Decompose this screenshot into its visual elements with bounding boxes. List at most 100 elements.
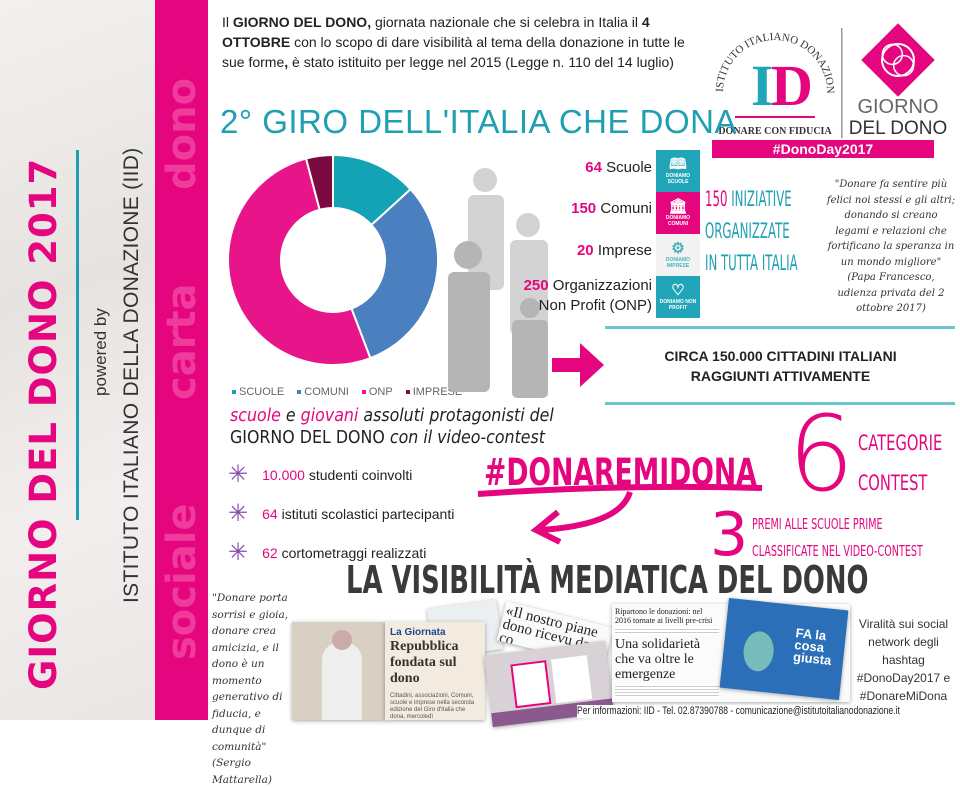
bullet-number: 10.000	[262, 467, 305, 483]
intro-text: Il GIORNO DEL DONO, giornata nazionale c…	[222, 12, 700, 72]
pope-quote: "Donare fa sentire più felici noi stessi…	[826, 177, 956, 317]
bullet-item: ✳ 62 cortometraggi realizzati	[228, 539, 426, 566]
bullet-number: 64	[262, 506, 278, 522]
gears-icon: ⚙	[671, 240, 685, 257]
curved-arrow-icon	[477, 484, 763, 545]
categories-line: CONTEST	[858, 471, 928, 495]
asterisk-icon: ✳	[228, 539, 249, 566]
legend-label: COMUNI	[304, 386, 349, 398]
clip-head: Ripartono le donazioni: nel 2016 tornate…	[615, 607, 713, 625]
social-virality-text: Viralità sui social network degli hashta…	[856, 617, 951, 703]
initiatives-line: IN TUTTA ITALIA	[705, 251, 798, 275]
iid-logo: ISTITUTO ITALIANO DONAZIONE I D DONARE C…	[702, 1, 947, 158]
logo-giorno: GIORNO	[857, 96, 938, 118]
sub-word: assoluti protagonisti del	[358, 405, 554, 426]
event-title-vertical: GIORNO DEL DONO 2017	[22, 157, 65, 690]
tile-label: DONIAMO COMUNI	[665, 215, 691, 227]
asterisk-icon: ✳	[228, 500, 249, 527]
sub-word: e	[280, 405, 301, 426]
stat-label: Organizzazioni	[552, 277, 652, 294]
president-quote: "Donare porta sorrisi e gioia, donare cr…	[212, 590, 290, 788]
logo-monogram-d: D	[771, 53, 813, 118]
sub-word: scuole	[230, 405, 281, 426]
quote-text: "Donare fa sentire più felici noi stessi…	[826, 179, 956, 268]
donut-slice-onp	[227, 157, 372, 366]
contest-subtitle: scuole e giovani assoluti protagonisti d…	[230, 405, 554, 449]
quote-author: (Papa Francesco, udienza privata del 2 o…	[837, 272, 945, 314]
chart-legend: SCUOLE COMUNI ONP IMPRESE	[232, 386, 462, 398]
clip-title: FA la cosa giusta	[792, 625, 833, 668]
categories-line: CATEGORIE	[858, 431, 943, 455]
contact-footer: Per informazioni: IID - Tel. 02.87390788…	[577, 705, 900, 718]
legend-item: ONP	[361, 386, 393, 398]
stat-imprese: 20 Imprese	[577, 241, 652, 261]
logo-block: ISTITUTO ITALIANO DONAZIONE I D DONARE C…	[702, 1, 950, 158]
background-word: dono	[159, 77, 205, 190]
legend-label: ONP	[368, 386, 393, 398]
legend-item: COMUNI	[297, 386, 349, 398]
tile-organizzazioni: ♡ DONIAMO NON PROFIT	[656, 276, 700, 318]
arrow-right-icon	[552, 343, 604, 387]
press-clipping: La Giornata Repubblica fondata sul dono …	[385, 622, 485, 720]
stat-number: 150	[571, 200, 597, 217]
intro-bold: GIORNO DEL DONO,	[232, 14, 372, 30]
book-icon: 🕮	[669, 156, 687, 173]
press-photo	[292, 622, 385, 720]
tile-comuni: 🏛 DONIAMO COMUNI	[656, 192, 700, 234]
donut-chart	[227, 153, 439, 366]
intro-part: è stato istituito per legge nel 2015 (Le…	[288, 54, 674, 70]
initiatives-text: 150 INIZIATIVE ORGANIZZATE IN TUTTA ITAL…	[705, 183, 798, 279]
prizes-label: PREMI ALLE SCUOLE PRIME CLASSIFICATE NEL…	[752, 511, 923, 565]
organization-name: ISTITUTO ITALIANO DELLA DONAZIONE (IID)	[120, 147, 143, 604]
sub-word: giovani	[300, 405, 359, 426]
citizens-reached: CIRCA 150.000 CITTADINI ITALIANI RAGGIUN…	[608, 346, 953, 386]
bullet-text: studenti coinvolti	[304, 467, 413, 483]
divider	[76, 150, 79, 520]
tile-label: DONIAMO NON PROFIT	[659, 299, 697, 311]
divider	[605, 326, 955, 329]
stat-label: Non Profit (ONP)	[538, 297, 652, 314]
stat-number: 250	[523, 277, 549, 294]
initiatives-count: 150	[705, 187, 728, 211]
clip-head: La Giornata	[390, 627, 446, 638]
stat-number: 64	[585, 159, 602, 176]
intro-part: Il	[222, 14, 233, 30]
legend-swatch	[297, 390, 302, 395]
prizes-count: 3	[710, 500, 749, 570]
citizens-line: RAGGIUNTI ATTIVAMENTE	[690, 368, 871, 384]
bullet-item: ✳ 10.000 studenti coinvolti	[228, 461, 413, 488]
categories-count: 6	[788, 393, 855, 515]
heart-icon: ♡	[671, 282, 685, 299]
tile-label: DONIAMO SCUOLE	[665, 173, 691, 185]
legend-swatch	[405, 390, 410, 395]
sub-word: GIORNO DEL DONO	[230, 427, 385, 448]
stat-scuole: 64 Scuole	[585, 158, 652, 178]
donut-slice-comuni	[350, 187, 439, 360]
people-silhouettes	[448, 168, 548, 398]
tile-label: DONIAMO IMPRESE	[665, 257, 691, 269]
citizens-line: CIRCA 150.000 CITTADINI ITALIANI	[664, 348, 897, 364]
initiatives-line: ORGANIZZATE	[705, 219, 790, 243]
town-hall-icon: 🏛	[668, 198, 688, 215]
legend-item: SCUOLE	[232, 386, 284, 398]
media-title: LA VISIBILITÀ MEDIATICA DEL DONO	[346, 558, 869, 602]
logo-monogram-i: I	[751, 53, 774, 118]
initiatives-line: INIZIATIVE	[727, 187, 792, 211]
intro-part: con lo scopo di dare visibilità al tema …	[222, 34, 685, 70]
asterisk-icon: ✳	[228, 461, 249, 488]
pink-stripe	[155, 0, 208, 720]
legend-label: SCUOLE	[239, 386, 285, 398]
prizes-line: CLASSIFICATE NEL VIDEO-CONTEST	[752, 542, 923, 560]
categories-label: CATEGORIE CONTEST	[858, 423, 942, 503]
divider	[605, 402, 955, 405]
intro-bold: ,	[284, 54, 289, 70]
legend-swatch	[232, 390, 236, 395]
legend-swatch	[361, 390, 366, 395]
stat-label: Scuole	[606, 159, 652, 176]
stat-label: Imprese	[597, 242, 652, 259]
tv-screenshot: FA la cosa giusta	[719, 597, 849, 701]
tile-imprese: ⚙ DONIAMO IMPRESE	[656, 234, 700, 276]
clip-body: Cittadini, associazioni, Comuni, scuole …	[390, 693, 475, 720]
sub-word: con il video-contest	[384, 427, 546, 448]
bullet-item: ✳ 64 istituti scolastici partecipanti	[228, 500, 454, 527]
